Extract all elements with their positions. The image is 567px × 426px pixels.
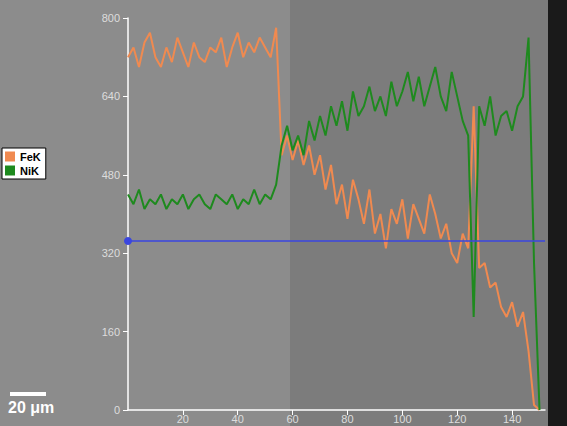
svg-text:20: 20 (177, 413, 189, 425)
svg-text:320: 320 (102, 247, 120, 259)
svg-text:800: 800 (102, 12, 120, 24)
svg-text:120: 120 (448, 413, 466, 425)
svg-text:0: 0 (114, 404, 120, 416)
svg-text:80: 80 (341, 413, 353, 425)
svg-text:100: 100 (393, 413, 411, 425)
svg-text:NiK: NiK (20, 165, 39, 177)
svg-text:140: 140 (503, 413, 521, 425)
svg-text:60: 60 (286, 413, 298, 425)
svg-text:640: 640 (102, 90, 120, 102)
svg-text:160: 160 (102, 326, 120, 338)
svg-text:20 μm: 20 μm (8, 399, 54, 416)
svg-text:480: 480 (102, 169, 120, 181)
svg-text:FeK: FeK (20, 151, 41, 163)
svg-text:40: 40 (232, 413, 244, 425)
